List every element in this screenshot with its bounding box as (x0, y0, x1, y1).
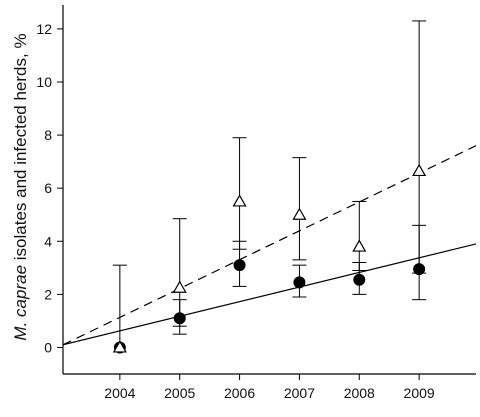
trend-line-circle (63, 243, 476, 346)
x-tick-label-2007: 2007 (284, 385, 315, 401)
error-bar-triangle-2008 (352, 200, 367, 271)
point-triangle-2004 (112, 340, 127, 353)
error-bar-triangle-2004 (112, 264, 127, 348)
y-tick-label-10: 10 (36, 74, 52, 90)
error-bar-triangle-2009 (412, 20, 427, 274)
axes (57, 5, 476, 380)
y-tick-label-2: 2 (44, 286, 52, 302)
y-tick-label-12: 12 (36, 21, 52, 37)
y-tick-label-6: 6 (44, 180, 52, 196)
y-tick-label-4: 4 (44, 233, 52, 249)
point-circle-2005 (173, 312, 186, 325)
trend-line-triangle (63, 145, 476, 346)
y-axis-label: M. caprae isolates and infected herds, % (11, 33, 30, 340)
point-circle-2006 (233, 259, 246, 272)
point-triangle-2005 (172, 280, 187, 293)
point-triangle-2007 (292, 207, 307, 220)
error-bar-triangle-2006 (232, 137, 247, 250)
point-circle-2007 (293, 276, 306, 289)
y-tick-label-0: 0 (44, 339, 52, 355)
error-bar-triangle-2005 (172, 218, 187, 327)
y-axis-label-rest: isolates and infected herds, % (11, 33, 30, 265)
error-bar-triangle-2007 (292, 157, 307, 261)
x-tick-label-2005: 2005 (164, 385, 195, 401)
y-axis-label-italic: M. caprae (11, 265, 30, 341)
point-circle-2009 (413, 263, 426, 276)
trend-lines (63, 145, 476, 346)
x-tick-label-2006: 2006 (224, 385, 255, 401)
point-triangle-2006 (232, 194, 247, 207)
plot-area (63, 20, 476, 354)
x-tick-label-2008: 2008 (344, 385, 375, 401)
x-tick-label-2004: 2004 (104, 385, 135, 401)
point-triangle-2009 (412, 163, 427, 177)
x-tick-label-2009: 2009 (404, 385, 435, 401)
y-tick-label-8: 8 (44, 127, 52, 143)
point-circle-2008 (353, 273, 366, 286)
tick-labels: 0 2 4 6 8 10 12 2004 2005 2006 2007 2008 2009 (36, 21, 434, 401)
point-triangle-2008 (352, 239, 367, 252)
